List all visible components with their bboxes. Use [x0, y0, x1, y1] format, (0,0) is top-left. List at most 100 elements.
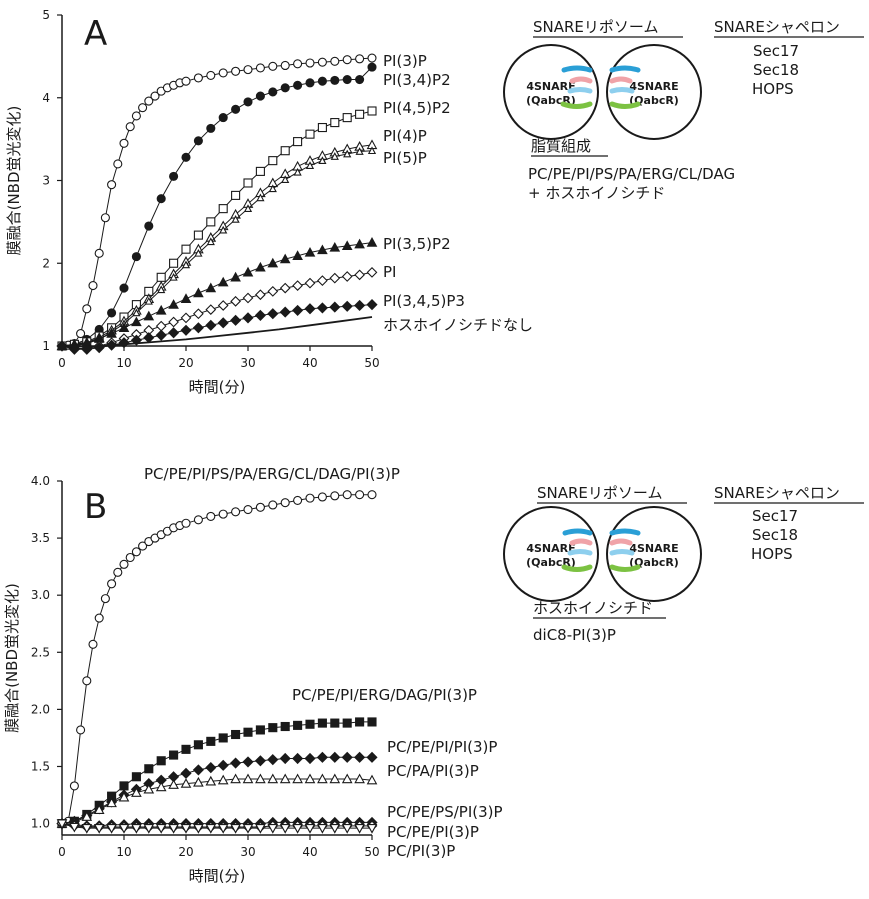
data-point-b-0 — [138, 541, 148, 551]
data-point-a-5 — [341, 240, 353, 251]
data-point-a-4 — [169, 272, 178, 281]
data-point-b-3 — [255, 773, 266, 784]
data-point-b-0 — [317, 492, 327, 502]
data-point-a-7 — [192, 322, 204, 334]
data-point-a-1 — [317, 76, 327, 86]
data-point-b-6 — [317, 823, 328, 834]
data-point-a-0 — [107, 180, 117, 190]
series-line-a-0 — [61, 57, 373, 347]
data-point-a-4 — [305, 161, 315, 169]
data-point-b-3 — [217, 774, 229, 785]
data-point-b-1 — [181, 744, 191, 754]
chaperone-item-b: Sec18 — [752, 526, 798, 544]
data-point-a-4 — [330, 152, 339, 160]
data-point-b-0 — [367, 490, 377, 500]
data-point-b-3 — [267, 773, 279, 784]
data-point-b-3 — [155, 781, 167, 792]
data-point-b-3 — [317, 773, 328, 784]
data-point-a-5 — [230, 271, 241, 282]
data-point-a-5 — [317, 244, 328, 255]
data-point-b-2 — [192, 764, 204, 776]
series-a-6 — [56, 266, 378, 354]
data-point-a-1 — [107, 308, 117, 318]
data-point-a-0 — [206, 70, 216, 80]
series-a-8 — [61, 316, 373, 348]
series-label-a-1: PI(3,4)P2 — [383, 71, 451, 89]
data-point-b-6 — [69, 822, 80, 833]
data-point-a-6 — [329, 272, 341, 284]
data-point-b-0 — [218, 509, 228, 519]
data-point-b-6 — [143, 823, 155, 834]
series-label-b-6: PC/PI(3)P — [387, 842, 455, 860]
x-tick-label-b: 20 — [178, 845, 193, 859]
composition-line1-a: PC/PE/PI/PS/PA/ERG/CL/DAG — [528, 165, 735, 183]
data-point-b-3 — [329, 773, 341, 784]
data-point-b-1 — [268, 723, 278, 733]
data-point-a-2 — [193, 230, 203, 240]
data-point-a-0 — [144, 96, 154, 106]
data-point-b-6 — [93, 823, 105, 834]
data-point-a-4 — [181, 260, 191, 269]
liposome-left-label-a: 4SNARE — [526, 80, 575, 93]
series-a-1 — [57, 62, 377, 351]
data-point-a-4 — [231, 215, 240, 223]
data-point-a-5 — [217, 276, 229, 287]
data-point-a-4 — [243, 204, 253, 212]
chaperone-item-a: Sec17 — [753, 42, 799, 60]
data-point-a-0 — [231, 66, 241, 76]
y-axis-title-a: 膜融合(NBD蛍光変化) — [5, 106, 23, 256]
series-label-a-3: PI(4)P — [383, 127, 427, 145]
data-point-b-1 — [131, 772, 141, 782]
y-tick-label-b: 1.5 — [31, 759, 50, 773]
data-point-a-6 — [242, 292, 254, 304]
data-point-b-2 — [292, 752, 304, 765]
data-point-b-2 — [366, 751, 378, 763]
series-b-4 — [56, 816, 378, 832]
data-point-b-3 — [193, 776, 204, 787]
series-line-a-1 — [61, 66, 373, 347]
data-point-b-0 — [125, 552, 135, 563]
data-point-a-1 — [305, 78, 315, 88]
data-point-b-3 — [230, 773, 241, 784]
phosphoinositide-value-b: diC8-PI(3)P — [533, 626, 616, 644]
data-point-a-1 — [355, 74, 365, 85]
y-tick-label-a: 4 — [42, 91, 50, 105]
data-point-a-0 — [293, 59, 303, 69]
data-point-b-1 — [144, 764, 154, 774]
data-point-a-6 — [267, 286, 279, 297]
series-label-b-4: PC/PE/PS/PI(3)P — [387, 803, 503, 821]
data-point-a-7 — [354, 299, 366, 312]
data-point-b-1 — [231, 729, 241, 740]
data-point-a-5 — [106, 328, 117, 338]
data-point-b-2 — [354, 751, 366, 763]
panel-a-diagram: SNAREリポソーム SNAREシャペロン Sec17 Sec18 HOPS 4… — [503, 18, 864, 202]
data-point-a-1 — [231, 104, 241, 114]
data-point-b-3 — [205, 775, 217, 786]
data-point-a-2 — [231, 190, 241, 200]
data-point-a-4 — [318, 156, 327, 164]
series-label-a-7: PI(3,4,5)P3 — [383, 292, 465, 310]
x-tick-label-b: 0 — [58, 845, 66, 859]
data-point-a-6 — [205, 304, 217, 315]
data-point-a-0 — [76, 329, 86, 339]
panel-a-letter: A — [84, 14, 107, 54]
data-point-a-0 — [355, 54, 365, 64]
data-point-b-0 — [88, 639, 98, 649]
data-point-b-3 — [366, 774, 378, 785]
data-point-b-3 — [354, 773, 365, 784]
data-point-b-0 — [293, 495, 303, 505]
data-point-a-0 — [317, 57, 327, 67]
data-point-b-0 — [94, 613, 104, 623]
series-a-5 — [56, 237, 378, 351]
data-point-b-1 — [367, 717, 377, 727]
data-point-a-6 — [180, 312, 192, 324]
series-label-b-3: PC/PA/PI(3)P — [387, 762, 479, 780]
y-axis-title-b: 膜融合(NBD蛍光変化) — [3, 583, 21, 733]
x-tick-label-a: 50 — [364, 356, 379, 370]
data-point-a-2 — [293, 137, 303, 147]
series-b-1 — [57, 717, 377, 829]
data-point-a-2 — [342, 113, 352, 123]
data-point-a-6 — [168, 316, 179, 328]
phosphoinositide-title-b: ホスホイノシチド — [533, 599, 653, 617]
